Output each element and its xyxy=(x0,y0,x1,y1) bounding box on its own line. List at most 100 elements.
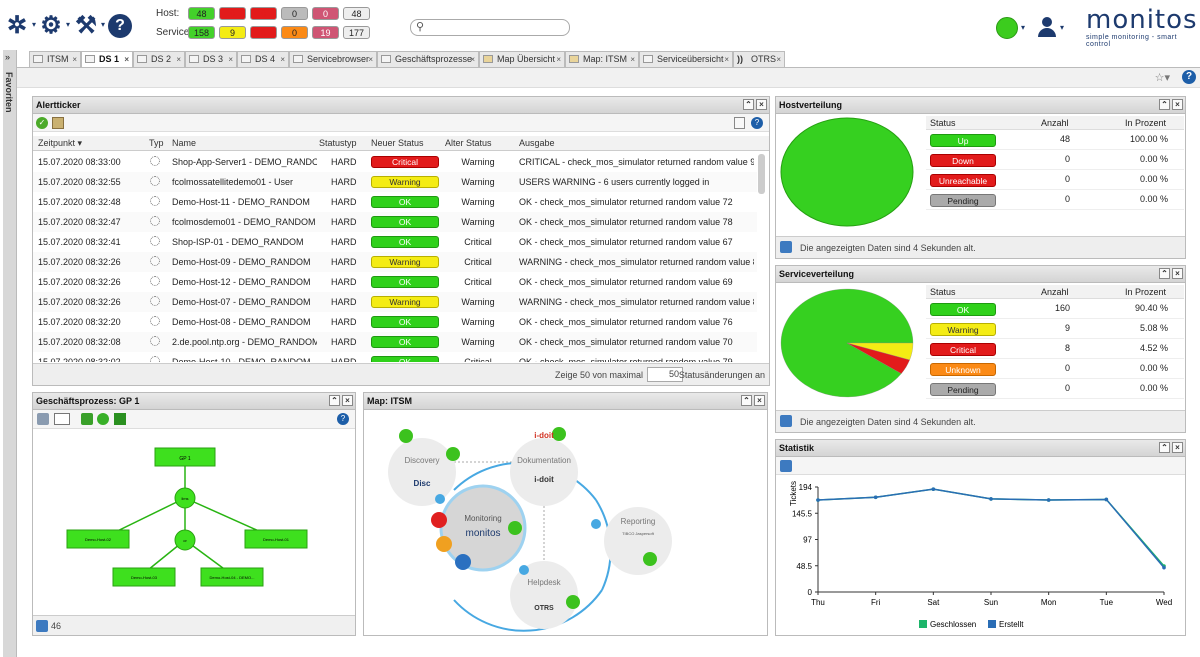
data-point[interactable] xyxy=(1104,497,1109,502)
table-row[interactable]: 15.07.2020 08:32:02 Demo-Host-10 - DEMO_R… xyxy=(33,352,757,362)
grid-row[interactable]: Unknown 0 0.00 % xyxy=(926,359,1184,379)
table-row[interactable]: 15.07.2020 08:32:47 fcolmosdemo01 - DEMO_… xyxy=(33,212,757,232)
gp-node-host03[interactable] xyxy=(112,567,176,587)
collapse-icon[interactable]: ⌃ xyxy=(1159,99,1170,110)
close-icon[interactable]: × xyxy=(630,55,635,64)
chevron-down-icon[interactable]: ▾ xyxy=(66,20,71,29)
layout-icon[interactable] xyxy=(114,413,126,425)
tab-ds4[interactable]: DS 4 × xyxy=(237,51,289,67)
grid-row[interactable]: Pending 0 0.00 % xyxy=(926,379,1184,399)
host-pending-count[interactable]: 0 xyxy=(281,7,308,20)
close-icon[interactable]: × xyxy=(756,99,767,110)
close-icon[interactable]: × xyxy=(342,395,353,406)
view-icon[interactable] xyxy=(54,413,70,425)
host-up-count[interactable]: 48 xyxy=(188,7,215,20)
data-point[interactable] xyxy=(873,495,878,500)
gp-node-or[interactable] xyxy=(174,529,196,551)
gp-node-host04[interactable] xyxy=(200,567,264,587)
host-ack-count[interactable]: 0 xyxy=(312,7,339,20)
col-statustyp[interactable]: Statustyp xyxy=(319,138,357,148)
table-row[interactable]: 15.07.2020 08:32:08 2.de.pool.ntp.org - D… xyxy=(33,332,757,352)
table-row[interactable]: 15.07.2020 08:33:00 Shop-App-Server1 - DE… xyxy=(33,152,757,172)
col-ausgabe[interactable]: Ausgabe xyxy=(519,138,555,148)
tab-map-itsm[interactable]: Map: ITSM × xyxy=(565,51,639,67)
scrollbar[interactable] xyxy=(758,154,765,194)
acknowledge-icon[interactable]: ✓ xyxy=(36,117,48,129)
search-input[interactable]: ⚲ xyxy=(410,19,570,36)
col-zeitpunkt[interactable]: Zeitpunkt ▾ xyxy=(38,138,83,148)
close-icon[interactable]: × xyxy=(72,55,77,64)
service-unknown-count[interactable]: 0 xyxy=(281,26,308,39)
legend-label[interactable]: Geschlossen xyxy=(930,620,976,629)
refresh-icon[interactable] xyxy=(36,620,48,632)
helpdesk-node[interactable] xyxy=(510,561,578,629)
chevron-down-icon[interactable]: ▾ xyxy=(101,20,106,29)
data-point[interactable] xyxy=(816,498,820,502)
data-point[interactable] xyxy=(989,497,993,501)
chevron-down-icon[interactable]: ▾ xyxy=(32,20,37,29)
export-icon[interactable] xyxy=(734,117,745,129)
table-row[interactable]: 15.07.2020 08:32:26 Demo-Host-12 - DEMO_R… xyxy=(33,272,757,292)
tree-icon[interactable] xyxy=(81,413,93,425)
close-icon[interactable]: × xyxy=(470,55,475,64)
chevron-down-icon[interactable]: ▾ xyxy=(1060,23,1065,32)
gp-node-lims[interactable] xyxy=(174,487,196,509)
grid-row[interactable]: Up 48 100.00 % xyxy=(926,130,1184,150)
close-icon[interactable]: × xyxy=(280,55,285,64)
gp-node-host02[interactable] xyxy=(66,529,130,549)
tab-ds2[interactable]: DS 2 × xyxy=(133,51,185,67)
help-icon[interactable]: ? xyxy=(337,413,349,425)
close-icon[interactable]: × xyxy=(228,55,233,64)
grid-row[interactable]: Pending 0 0.00 % xyxy=(926,190,1184,210)
tab-ds1[interactable]: DS 1 × xyxy=(81,51,133,67)
settings-icon[interactable]: ⚙ xyxy=(40,12,62,39)
table-row[interactable]: 15.07.2020 08:32:41 Shop-ISP-01 - DEMO_RA… xyxy=(33,232,757,252)
col-alter-status[interactable]: Alter Status xyxy=(445,138,492,148)
table-row[interactable]: 15.07.2020 08:32:48 Demo-Host-11 - DEMO_R… xyxy=(33,192,757,212)
favorite-icon[interactable]: ☆▾ xyxy=(1154,72,1170,84)
host-total-count[interactable]: 48 xyxy=(343,7,370,20)
close-icon[interactable]: × xyxy=(754,395,765,406)
gp-node-host01[interactable] xyxy=(244,529,308,549)
close-icon[interactable]: × xyxy=(556,55,561,64)
refresh-icon[interactable] xyxy=(780,241,792,253)
close-icon[interactable]: × xyxy=(368,55,373,64)
help-icon[interactable]: ? xyxy=(751,117,763,129)
legend-label[interactable]: Erstellt xyxy=(999,620,1024,629)
table-row[interactable]: 15.07.2020 08:32:26 Demo-Host-07 - DEMO_R… xyxy=(33,292,757,312)
close-icon[interactable]: × xyxy=(176,55,181,64)
help-icon[interactable]: ? xyxy=(108,14,132,38)
help-icon[interactable]: ? xyxy=(1182,70,1196,84)
service-ok-count[interactable]: 158 xyxy=(188,26,215,39)
archive-icon[interactable] xyxy=(52,117,64,129)
tab-serviceuebersicht[interactable]: Serviceübersicht × xyxy=(639,51,733,67)
close-icon[interactable]: × xyxy=(1172,99,1183,110)
host-unreachable-count[interactable]: 0 xyxy=(250,7,277,20)
tab-map-uebersicht[interactable]: Map Übersicht × xyxy=(479,51,565,67)
collapse-icon[interactable]: ⌃ xyxy=(743,99,754,110)
tools-icon[interactable]: ⚒ xyxy=(75,12,97,39)
col-neuer-status[interactable]: Neuer Status xyxy=(371,138,424,148)
collapse-icon[interactable]: ⌃ xyxy=(741,395,752,406)
service-warning-count[interactable]: 9 xyxy=(219,26,246,39)
dokumentation-node[interactable] xyxy=(510,438,578,506)
tab-itsm[interactable]: ITSM × xyxy=(29,51,81,67)
grid-row[interactable]: Warning 9 5.08 % xyxy=(926,319,1184,339)
tab-servicebrowser[interactable]: Servicebrowser × xyxy=(289,51,377,67)
service-critical-count[interactable]: 8 xyxy=(250,26,277,39)
table-row[interactable]: 15.07.2020 08:32:55 fcolmossatellitedemo0… xyxy=(33,172,757,192)
service-total-count[interactable]: 177 xyxy=(343,26,370,39)
host-down-count[interactable]: 0 xyxy=(219,7,246,20)
print-icon[interactable] xyxy=(37,413,49,425)
favorites-sidebar[interactable]: » Favoriten xyxy=(3,50,17,657)
table-row[interactable]: 15.07.2020 08:32:20 Demo-Host-08 - DEMO_R… xyxy=(33,312,757,332)
refresh-icon[interactable] xyxy=(780,460,792,472)
dashboard-icon[interactable]: ✲ xyxy=(6,12,28,39)
tab-ds3[interactable]: DS 3 × xyxy=(185,51,237,67)
discovery-node[interactable] xyxy=(388,438,456,506)
max-count-input[interactable]: 50 xyxy=(647,367,683,382)
user-icon[interactable] xyxy=(1036,15,1058,39)
table-row[interactable]: 15.07.2020 08:32:26 Demo-Host-09 - DEMO_R… xyxy=(33,252,757,272)
gp-node-root[interactable] xyxy=(154,447,216,467)
data-point[interactable] xyxy=(1162,565,1166,570)
